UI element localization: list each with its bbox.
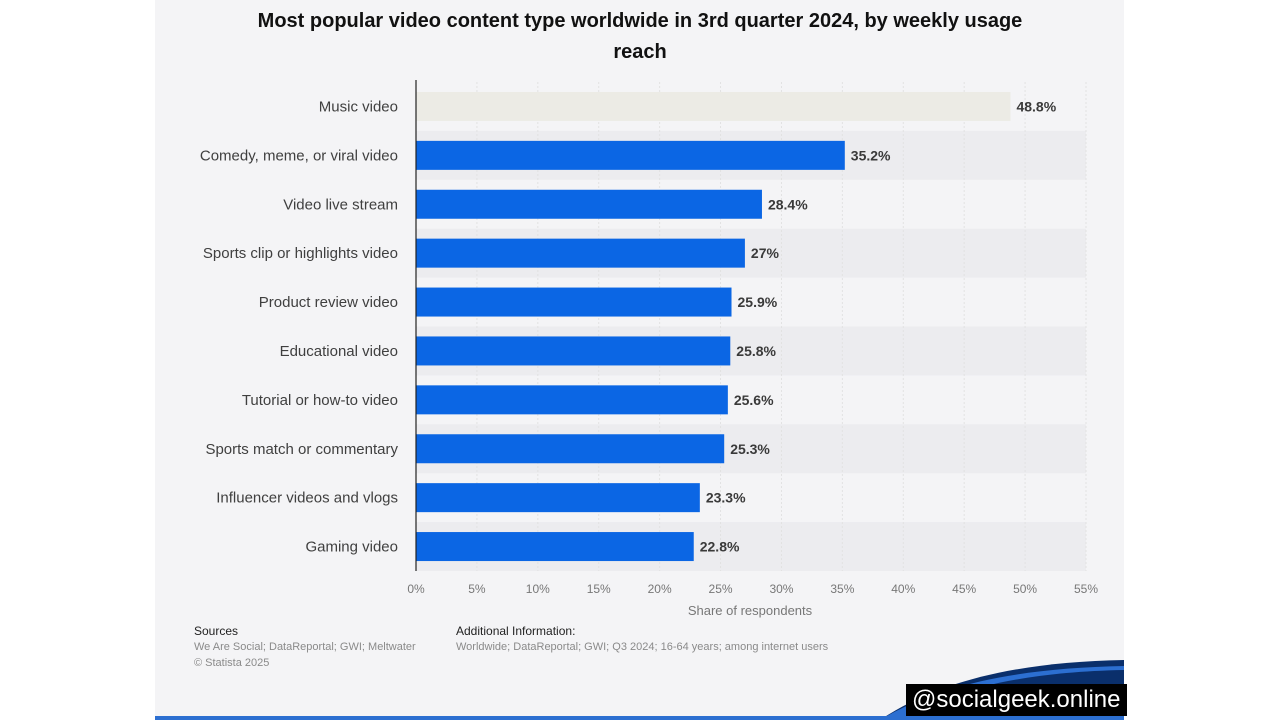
bottom-accent-line [155,716,1124,720]
value-label: 27% [751,245,780,261]
additional-info-heading: Additional Information: [456,624,576,638]
chart-title: Most popular video content type worldwid… [257,10,1023,63]
value-label: 48.8% [1016,98,1056,114]
category-label: Influencer videos and vlogs [216,490,398,507]
category-label: Music video [319,98,398,115]
value-label: 28.4% [768,196,808,212]
value-label: 35.2% [851,147,891,163]
x-tick-label: 35% [830,582,854,596]
category-label: Video live stream [283,196,398,213]
value-label: 25.6% [734,392,774,408]
sources-heading: Sources [194,624,239,638]
x-tick-label: 45% [952,582,976,596]
bar [416,287,732,317]
x-tick-label: 30% [769,582,793,596]
x-axis-title: Share of respondents [688,603,813,618]
bar [416,385,728,415]
sources-block: Sources We Are Social; DataReportal; GWI… [194,623,444,671]
x-tick-label: 55% [1074,582,1098,596]
category-label: Sports match or commentary [205,441,398,458]
bar [416,91,1011,121]
category-label: Tutorial or how-to video [242,392,398,409]
bar [416,532,694,562]
x-tick-label: 5% [468,582,486,596]
value-label: 25.3% [730,441,770,457]
category-label: Educational video [280,343,398,360]
x-tick-label: 50% [1013,582,1037,596]
bar [416,238,745,268]
category-label: Sports clip or highlights video [203,245,398,262]
copyright-text: © Statista 2025 [194,657,270,669]
bar [416,483,700,513]
additional-info-text: Worldwide; DataReportal; GWI; Q3 2024; 1… [456,641,829,653]
x-tick-label: 25% [709,582,733,596]
bar [416,140,845,170]
bar [416,336,731,366]
bar [416,434,725,464]
x-tick-label: 0% [407,582,425,596]
x-tick-label: 10% [526,582,550,596]
category-label: Gaming video [305,539,398,556]
category-label: Comedy, meme, or viral video [200,147,398,164]
x-tick-label: 20% [648,582,672,596]
x-tick-label: 15% [587,582,611,596]
value-label: 25.8% [736,343,776,359]
category-label: Product review video [259,294,398,311]
value-label: 25.9% [738,294,778,310]
value-label: 23.3% [706,490,746,506]
additional-info-block: Additional Information: Worldwide; DataR… [456,623,836,655]
watermark-label: @socialgeek.online [906,684,1127,716]
bar [416,189,762,219]
sources-text: We Are Social; DataReportal; GWI; Meltwa… [194,641,416,653]
x-tick-label: 40% [891,582,915,596]
value-label: 22.8% [700,539,740,555]
